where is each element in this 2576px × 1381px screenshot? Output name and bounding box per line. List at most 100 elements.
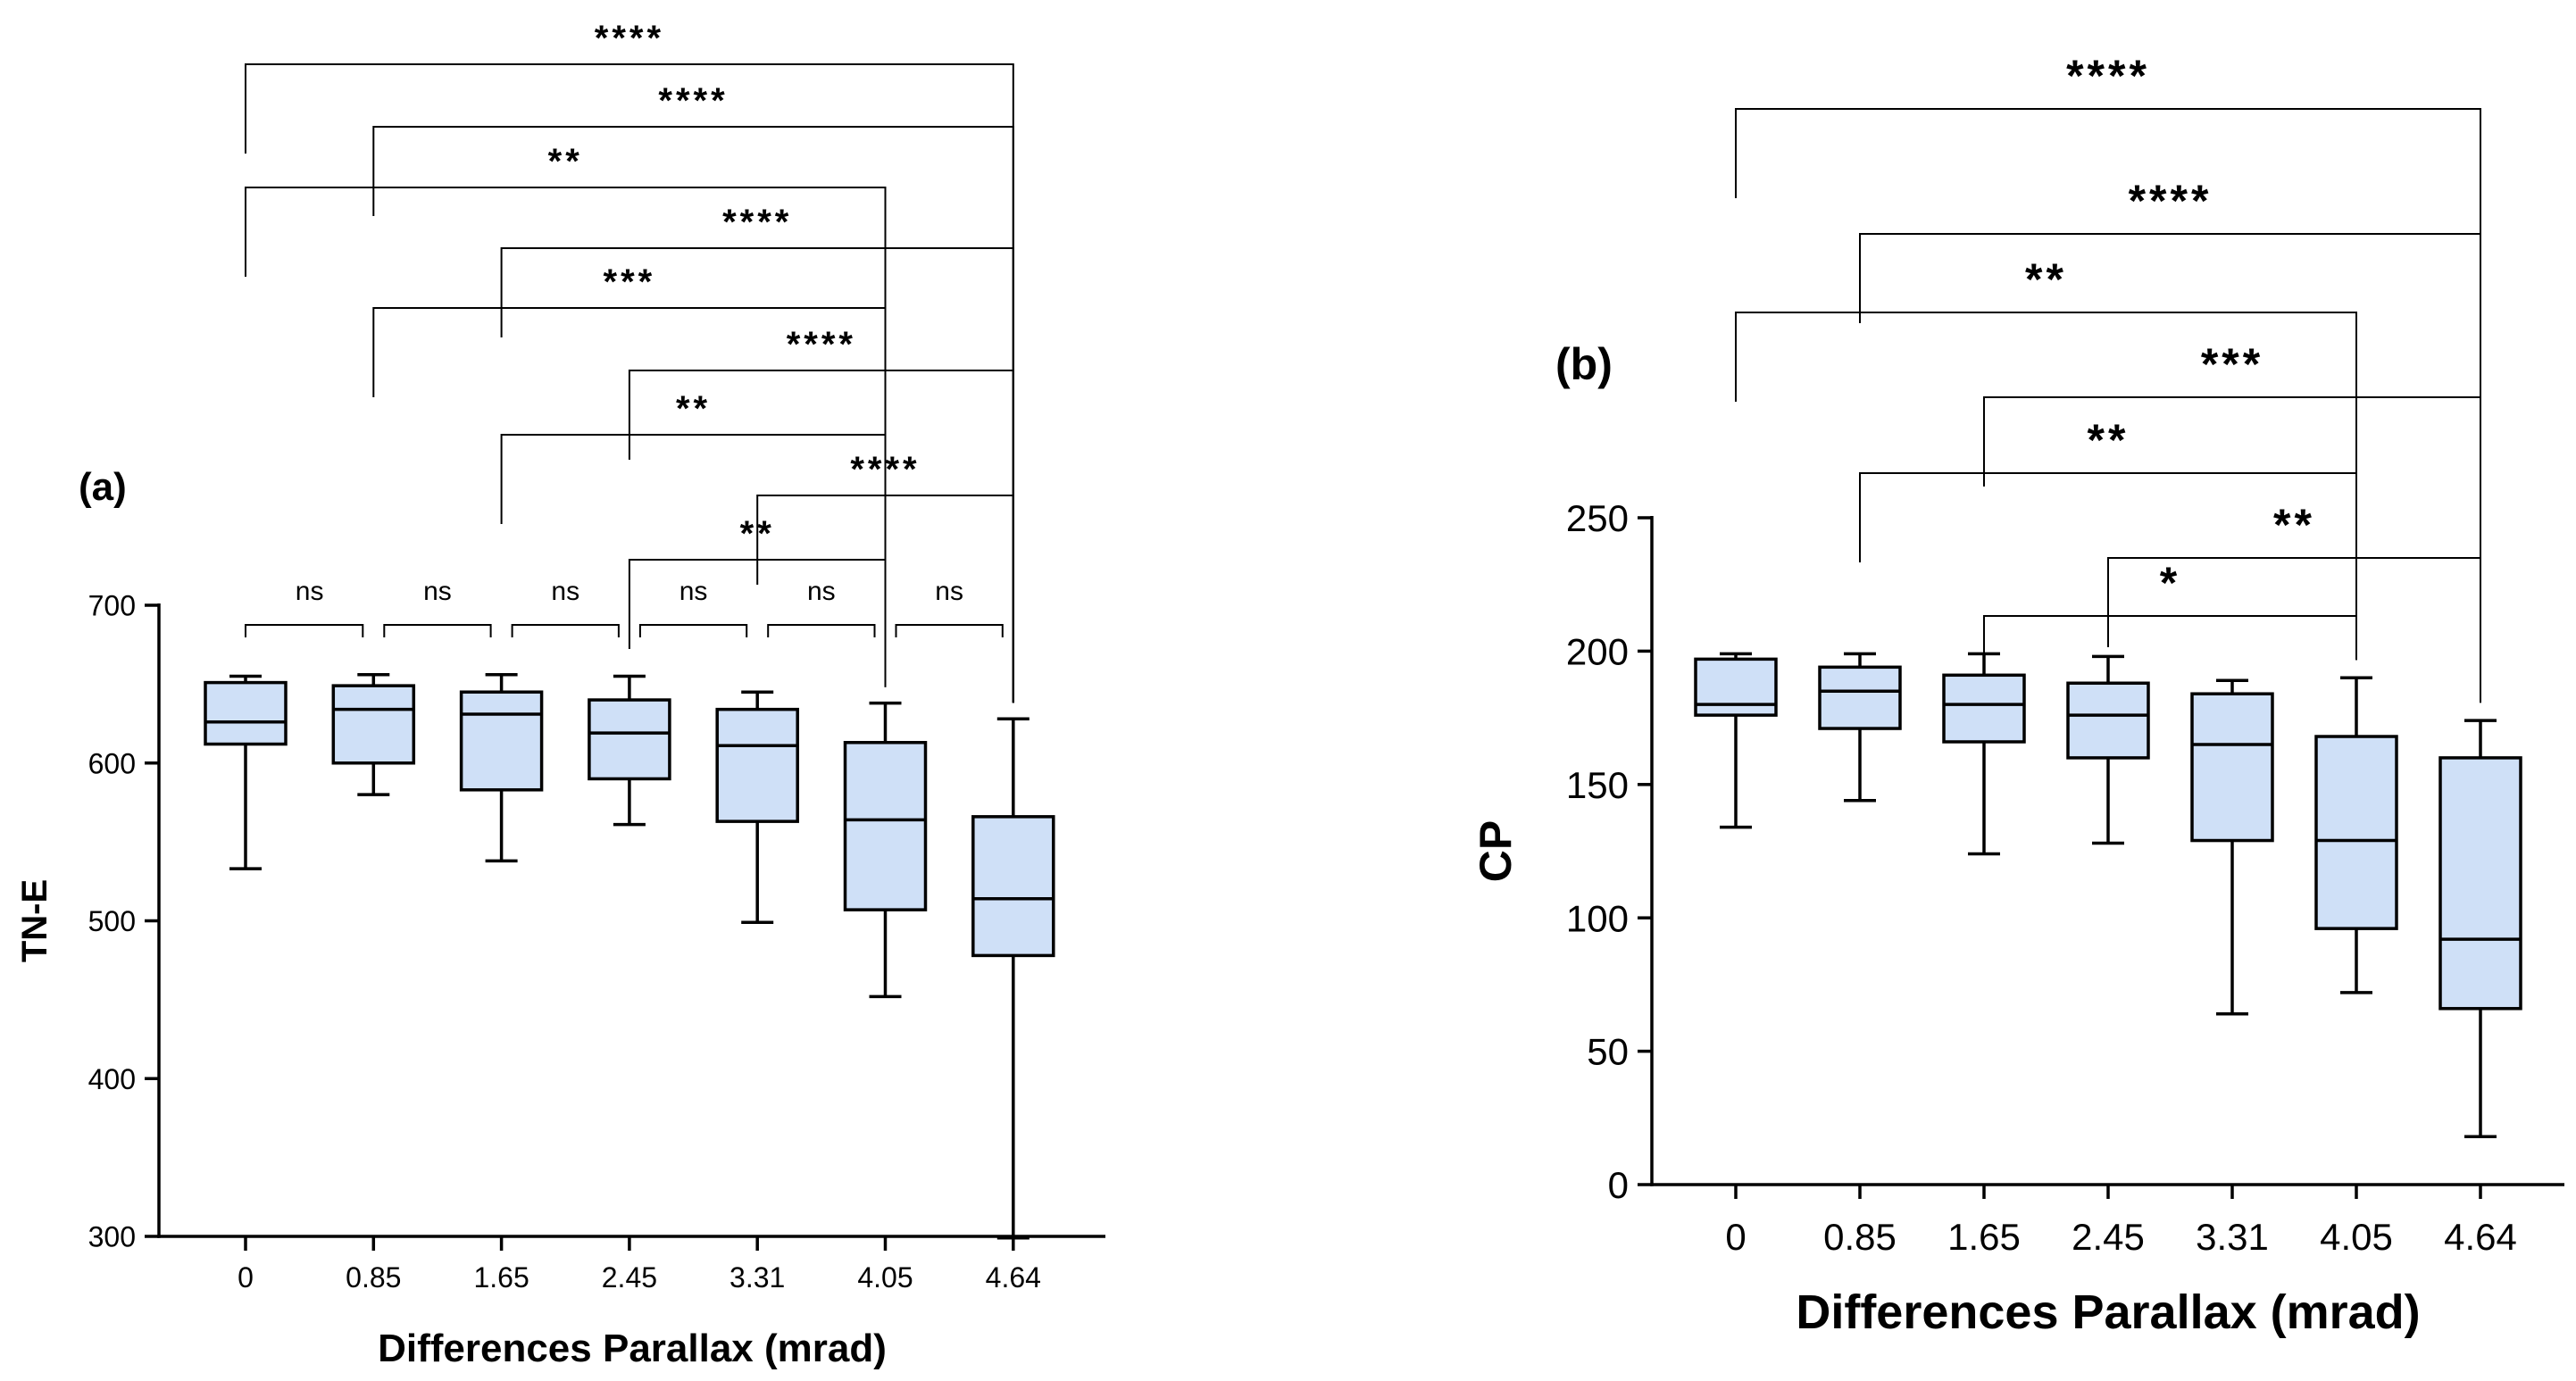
a-box-3.31	[715, 690, 799, 925]
a-y-axis-title: TN-E	[15, 879, 54, 962]
a-x-tick-label: 3.31	[729, 1261, 785, 1294]
a-panel-label: (a)	[79, 465, 127, 509]
bracket-line	[767, 624, 876, 637]
b-x-tick-label: 0.85	[1823, 1216, 1897, 1258]
bracket-label: **	[740, 514, 775, 553]
bracket-line	[895, 624, 1004, 637]
bracket-label: ns	[551, 577, 579, 606]
bracket-line	[1983, 615, 2357, 661]
a-bracket-3-6: ** **	[628, 325, 1014, 703]
b-box-0	[1694, 652, 1778, 829]
b-y-tick-label: 150	[1566, 764, 1629, 806]
b-x-tick-label: 4.05	[2320, 1216, 2393, 1258]
a-x-tick-label: 4.64	[986, 1261, 1041, 1294]
b-box-4.05	[2314, 676, 2398, 994]
box-iqr	[715, 707, 799, 823]
box-iqr	[1942, 673, 2026, 744]
box-iqr	[2438, 756, 2522, 1011]
b-bracket-0-5: **	[1735, 254, 2357, 661]
a-x-axis-title: Differences Parallax (mrad)	[378, 1327, 887, 1370]
a-x-tick-label: 0.85	[346, 1261, 401, 1294]
bracket-label: ****	[2129, 176, 2213, 226]
bracket-line	[756, 495, 1014, 703]
a-x-tick-label: 0	[238, 1261, 254, 1294]
b-y-tick-label: 200	[1566, 631, 1629, 673]
bracket-label: ***	[604, 262, 656, 302]
a-y-tick-label: 600	[88, 747, 136, 779]
bracket-label: ns	[296, 577, 324, 606]
bracket-label: **	[676, 389, 711, 428]
bracket-line	[638, 624, 748, 637]
b-y-tick-label: 100	[1566, 897, 1629, 939]
bracket-label: ns	[679, 577, 708, 606]
bracket-label: **	[548, 142, 583, 181]
bracket-label: **	[2088, 415, 2130, 465]
bracket-line	[1983, 396, 2481, 703]
panel-b-cp: 0 50 100 150 200 250 0 0.85 1.65 2.45 3.31 4.05 4.64…	[1471, 51, 2564, 1339]
a-box-4.64	[971, 717, 1055, 1240]
a-box-0	[204, 674, 288, 870]
a-y-tick-label: 400	[88, 1063, 136, 1095]
b-y-tick-label: 250	[1566, 497, 1629, 539]
b-panel-label: (b)	[1555, 339, 1613, 389]
a-bracket-2-5: **	[500, 389, 887, 687]
a-box-0.85	[331, 673, 416, 796]
bracket-line	[245, 624, 364, 637]
a-box-2.45	[588, 674, 671, 827]
b-x-tick-label: 3.31	[2196, 1216, 2269, 1258]
b-x-tick-label: 1.65	[1947, 1216, 2021, 1258]
b-box-0.85	[1818, 652, 1902, 803]
panel-a-tn-e: 300 400 500 600 700 0 0.85 1.65 2.45 3.31 4.05 4.64…	[15, 19, 1105, 1370]
box-iqr	[1818, 665, 1902, 730]
bracket-line	[500, 247, 1014, 703]
a-x-tick-label: 1.65	[473, 1261, 529, 1294]
bracket-label: ****	[658, 81, 728, 121]
box-iqr	[2066, 681, 2150, 760]
b-y-axis-title: CP	[1471, 820, 1521, 882]
box-iqr	[459, 690, 544, 792]
bracket-line	[1859, 472, 2357, 661]
b-bracket-2-6: ***	[1983, 339, 2481, 703]
bracket-line	[383, 624, 492, 637]
box-iqr	[843, 741, 928, 911]
b-box-2.45	[2066, 654, 2150, 845]
box-iqr	[1694, 657, 1778, 717]
a-bracket-ns: ns	[511, 577, 620, 637]
b-y-tick-label: 0	[1608, 1164, 1629, 1206]
a-bracket-ns: ns	[245, 577, 364, 637]
a-bracket-3-5: **	[628, 514, 887, 687]
b-bracket-1-6: ****	[1859, 176, 2481, 703]
b-bracket-3-6: **	[2107, 500, 2481, 703]
a-box-4.05	[843, 701, 928, 999]
b-bracket-2-5: *	[1983, 558, 2357, 661]
bracket-line	[628, 559, 887, 687]
bracket-label: ns	[935, 577, 963, 606]
b-box-3.31	[2190, 678, 2274, 1016]
a-y-tick-label: 300	[88, 1221, 136, 1253]
bracket-label: ****	[595, 19, 664, 58]
a-x-tick-label: 2.45	[602, 1261, 657, 1294]
bracket-label: ****	[722, 203, 792, 242]
bracket-label: ns	[807, 577, 836, 606]
bracket-line	[511, 624, 620, 637]
bracket-line	[245, 187, 887, 687]
a-y-tick-label: 700	[88, 590, 136, 622]
box-iqr	[588, 698, 671, 781]
box-iqr	[2190, 692, 2274, 843]
b-x-tick-label: 4.64	[2444, 1216, 2517, 1258]
box-iqr	[204, 680, 288, 746]
a-bracket-2-6: ** **	[500, 203, 1014, 703]
b-x-tick-label: 2.45	[2072, 1216, 2145, 1258]
b-x-tick-label: 0	[1725, 1216, 1746, 1258]
box-iqr	[971, 815, 1055, 958]
b-x-axis-title: Differences Parallax (mrad)	[1796, 1285, 2420, 1339]
a-bracket-ns: ns	[638, 577, 748, 637]
bracket-line	[1859, 233, 2481, 703]
bracket-label: ****	[850, 450, 920, 489]
bracket-line	[500, 434, 887, 687]
bracket-label: ***	[2201, 339, 2263, 389]
bracket-label: ****	[2066, 51, 2150, 101]
b-y-tick-label: 50	[1587, 1031, 1629, 1073]
bracket-line	[2107, 557, 2481, 703]
